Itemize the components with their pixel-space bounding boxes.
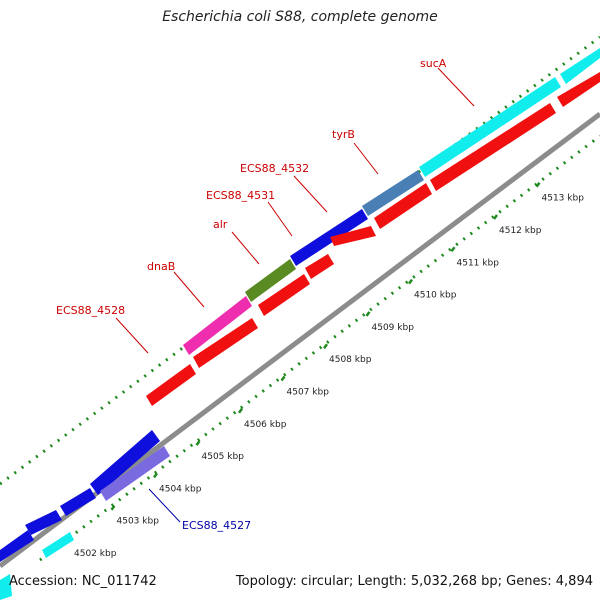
leader-ecs4528	[115, 317, 149, 354]
kbp-major-tick	[238, 408, 243, 414]
kbp-major-tick	[110, 504, 116, 511]
kbp-label: 4510 kbp	[414, 291, 457, 301]
label-sucA[interactable]: sucA	[420, 57, 447, 70]
feature-tyrB[interactable]	[362, 170, 424, 216]
feature-red-4[interactable]	[330, 226, 376, 246]
kbp-label: 4507 kbp	[287, 388, 330, 398]
leader-alr	[231, 231, 260, 265]
map-title: Escherichia coli S88, complete genome	[162, 9, 438, 25]
label-ecs4531[interactable]: ECS88_4531	[206, 189, 275, 202]
feature-ecs4532[interactable]	[290, 209, 368, 266]
feature-red-7[interactable]	[193, 318, 258, 368]
leader-tyrB	[353, 142, 379, 175]
label-alr[interactable]: alr	[213, 218, 228, 231]
kbp-label: 4504 kbp	[159, 484, 202, 494]
feature-cyan-edge[interactable]	[560, 48, 600, 84]
feature-cyan-corner[interactable]	[0, 574, 12, 600]
feature-ecs4527[interactable]	[100, 446, 170, 501]
kbp-major-tick	[408, 278, 413, 285]
feature-red-3[interactable]	[374, 183, 432, 229]
feature-blue-3[interactable]	[0, 530, 34, 562]
label-ecs4527[interactable]: ECS88_4527	[182, 519, 251, 532]
kbp-label: 4502 kbp	[74, 549, 117, 559]
accession-text: Accession: NC_011742	[9, 574, 157, 589]
kbp-label: 4512 kbp	[499, 226, 542, 236]
feature-blue-4[interactable]	[25, 510, 62, 535]
feature-red-1[interactable]	[430, 103, 556, 191]
kbp-major-tick	[493, 214, 498, 220]
kbp-major-tick	[535, 181, 541, 188]
leader-ecs4532	[293, 175, 328, 213]
label-tyrB[interactable]: tyrB	[332, 128, 355, 141]
kbp-major-tick	[153, 472, 158, 479]
kbp-label: 4508 kbp	[329, 355, 372, 365]
feature-red-8[interactable]	[146, 364, 196, 406]
kbp-major-tick	[323, 343, 328, 349]
leader-ecs4527	[148, 488, 181, 523]
kbp-labels: 4502 kbp 4503 kbp 4504 kbp 4505 kbp 4506 kbp…	[68, 181, 585, 559]
kbp-major-tick	[280, 375, 286, 382]
kbp-label: 4506 kbp	[244, 420, 287, 430]
leader-sucA	[437, 67, 475, 107]
feature-sucA[interactable]	[419, 77, 561, 177]
kbp-label: 4505 kbp	[202, 452, 245, 462]
kbp-tick-ring	[39, 134, 600, 562]
kbp-major-tick	[365, 311, 371, 317]
kbp-label: 4511 kbp	[457, 258, 500, 268]
kbp-label: 4509 kbp	[372, 323, 415, 333]
feature-alr[interactable]	[245, 259, 296, 302]
feature-blue-1[interactable]	[90, 430, 160, 495]
feature-blue-2[interactable]	[60, 488, 96, 516]
leader-ecs4531	[267, 201, 293, 237]
leader-dnaB	[173, 271, 205, 308]
label-ecs4532[interactable]: ECS88_4532	[240, 162, 309, 175]
feature-dnaB[interactable]	[183, 296, 252, 355]
feature-red-5[interactable]	[305, 254, 334, 279]
kbp-label: 4513 kbp	[542, 194, 585, 204]
label-ecs4528[interactable]: ECS88_4528	[56, 304, 125, 317]
genome-summary-text: Topology: circular; Length: 5,032,268 bp…	[235, 574, 593, 589]
kbp-major-tick	[195, 440, 201, 446]
kbp-label: 4503 kbp	[117, 517, 160, 527]
kbp-major-tick	[450, 246, 456, 253]
feature-cyan-bottom[interactable]	[42, 532, 74, 558]
feature-red-6[interactable]	[258, 274, 310, 316]
feature-red-2[interactable]	[557, 72, 600, 107]
label-dnaB[interactable]: dnaB	[147, 260, 175, 273]
